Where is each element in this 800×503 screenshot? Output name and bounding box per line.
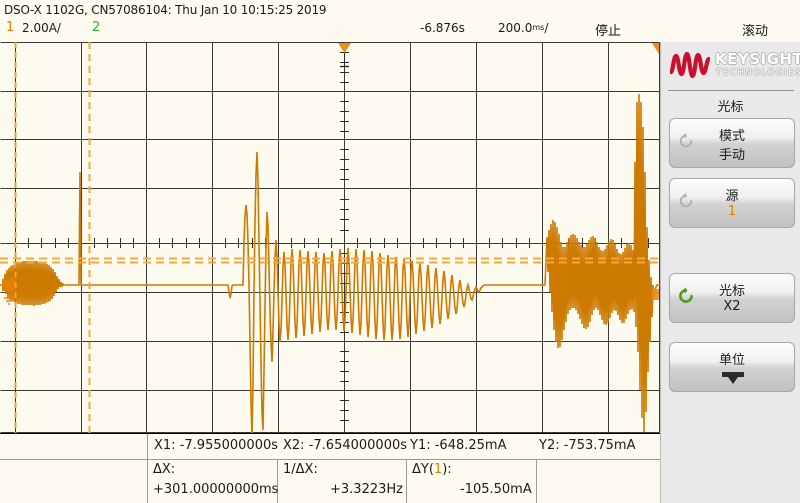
softkey-units[interactable]: 单位 [669, 342, 795, 392]
inverse-delta-x-value: +3.3223Hz [330, 482, 403, 497]
divider [406, 460, 407, 503]
rotary-knob-icon [679, 287, 693, 303]
channel-1-trace [0, 93, 660, 433]
channel-2-indicator[interactable]: 2 [92, 20, 101, 35]
delta-y-label-suffix: ): [442, 462, 452, 477]
cursor-y1-value: -648.25mA [434, 438, 507, 453]
timebase-value: 200.0 [498, 21, 533, 35]
softkey-value: X2 [723, 299, 741, 314]
channel-1-indicator[interactable]: 1 [6, 20, 15, 35]
softkey-sidebar: KEYSIGHT TECHNOLOGIES 光标 模式 手动 源 1 [660, 42, 800, 503]
softkey-cursor-mode[interactable]: 模式 手动 [669, 118, 795, 168]
status-header: DSO-X 1102G, CN57086104: Thu Jan 10 10:1… [0, 0, 800, 42]
cursor-x1-label: X1: [154, 438, 176, 453]
instrument-id-label: DSO-X 1102G, CN57086104: Thu Jan 10 10:1… [4, 3, 327, 17]
keysight-wave-icon [670, 52, 710, 78]
softkey-label: 源 [725, 189, 739, 204]
cursor-x1-readout[interactable]: X1: -7.955000000s [154, 438, 278, 453]
menu-title: 光标 [717, 100, 744, 115]
rotary-knob-icon [679, 132, 693, 148]
timebase-label[interactable]: 200.0ms/ [498, 21, 548, 35]
softkey-cursor-source[interactable]: 源 1 [669, 178, 795, 228]
cursor-y2-readout[interactable]: Y2: -753.75mA [539, 438, 635, 453]
delta-y-label-prefix: ΔY( [412, 462, 434, 477]
cursor-values-row: X1: -7.955000000s X2: -7.654000000s Y1: … [0, 433, 660, 460]
cursor-y1-readout[interactable]: Y1: -648.25mA [410, 438, 506, 453]
divider [536, 460, 537, 503]
channel-1-scale-label[interactable]: 2.00A/ [22, 21, 61, 35]
cursor-x2-label: X2: [283, 438, 305, 453]
delta-y-label: ΔY(1): [412, 462, 452, 477]
cursor-x2-value: -7.654000000s [308, 438, 408, 453]
divider [277, 460, 278, 503]
run-state-label: 停止 [595, 24, 622, 39]
horizontal-delay-label[interactable]: -6.876s [420, 21, 465, 35]
delta-x-value: +301.00000000ms [153, 482, 279, 497]
cursor-delta-row: ΔX: +301.00000000ms 1/ΔX: +3.3223Hz ΔY(1… [0, 460, 660, 503]
trigger-level-marker[interactable] [652, 43, 659, 300]
grid-lines [0, 42, 660, 433]
rotary-knob-icon [679, 192, 693, 208]
plot-background [0, 42, 660, 433]
timebase-unit: ms [532, 23, 545, 32]
delta-x-label: ΔX: [153, 462, 176, 477]
cursor-y2-label: Y2: [539, 438, 560, 453]
delta-y-channel: 1 [433, 462, 443, 477]
cursor-x1-value: -7.955000000s [179, 438, 279, 453]
softkey-label: 单位 [718, 353, 745, 368]
brand-name: KEYSIGHT [715, 50, 800, 68]
measurement-separator [0, 459, 660, 460]
cursor-y2-value: -753.75mA [563, 438, 636, 453]
softkey-label: 光标 [718, 284, 745, 299]
timebase-suffix: / [544, 21, 549, 35]
channel-1-ground-marker[interactable] [2, 275, 18, 305]
softkey-value: 1 [727, 204, 737, 219]
divider [147, 434, 148, 460]
graticule-svg [0, 42, 660, 433]
delta-y-value: -105.50mA [460, 482, 532, 497]
acquisition-mode-label: 滚动 [742, 24, 769, 39]
down-arrow-icon [722, 372, 744, 384]
keysight-logo: KEYSIGHT TECHNOLOGIES [661, 44, 800, 90]
softkey-value: 手动 [718, 148, 745, 163]
waveform-display[interactable] [0, 42, 660, 433]
sidebar-divider [668, 90, 794, 91]
divider [147, 460, 148, 503]
softkey-cursor-select[interactable]: 光标 X2 [669, 273, 795, 323]
brand-subtitle: TECHNOLOGIES [716, 68, 800, 78]
softkey-label: 模式 [718, 129, 745, 144]
cursor-measurement-bar: X1: -7.955000000s X2: -7.654000000s Y1: … [0, 433, 660, 503]
inverse-delta-x-label: 1/ΔX: [283, 462, 318, 477]
trigger-position-marker[interactable] [338, 43, 351, 68]
cursor-y1-label: Y1: [410, 438, 431, 453]
cursor-x2-readout[interactable]: X2: -7.654000000s [283, 438, 407, 453]
